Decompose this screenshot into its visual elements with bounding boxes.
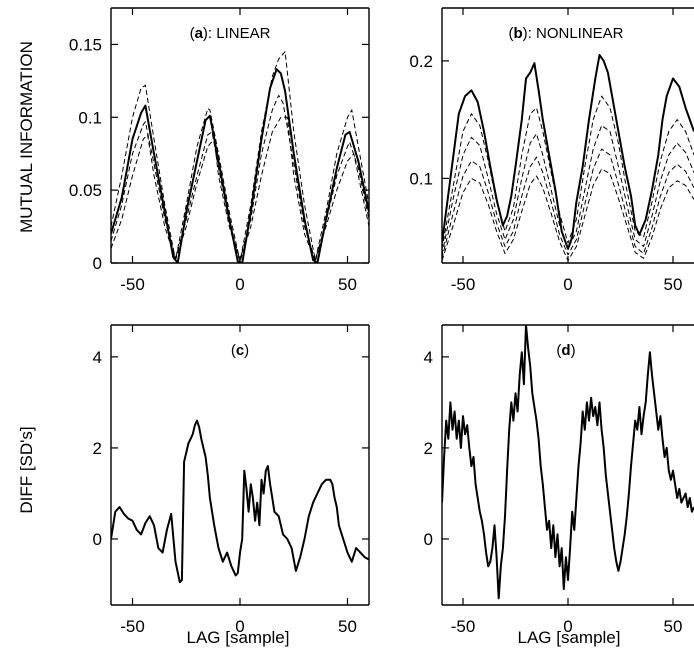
y-tick-label: 0.1	[409, 169, 433, 188]
x-axis-title-right: LAG [sample]	[518, 628, 621, 647]
y-tick-label: 0.1	[78, 108, 102, 127]
series-line-2	[111, 51, 369, 262]
y-tick-label: 0.2	[409, 52, 433, 71]
x-tick-label: 50	[338, 617, 357, 636]
x-tick-label: -50	[120, 617, 145, 636]
x-tick-label: 50	[664, 617, 683, 636]
y-tick-label: 4	[424, 348, 433, 367]
y-tick-label: 2	[424, 439, 433, 458]
panel-c: -50 0 50 0 2 4 (c)	[93, 324, 370, 636]
x-tick-label: 0	[235, 617, 244, 636]
y-tick-label: 0	[93, 530, 102, 549]
y-tick-label: 0	[424, 530, 433, 549]
panel-label-close: )	[523, 25, 528, 42]
panel-label: (a): LINEAR	[190, 25, 271, 42]
panel-label-close: )	[571, 342, 576, 359]
series-line-1	[442, 54, 694, 250]
panel-label-letter: c	[236, 342, 244, 359]
panel-label-letter: a	[195, 25, 204, 42]
series-line-3	[442, 125, 694, 255]
x-tick-label: 50	[338, 275, 357, 294]
x-axis-title-left: LAG [sample]	[187, 628, 290, 647]
x-tick-label: 0	[235, 275, 244, 294]
series-line-1	[111, 419, 369, 584]
series-line-2	[442, 95, 694, 249]
panel-label-open: (	[231, 342, 236, 359]
y-tick-label: 0.05	[69, 181, 102, 200]
panel-label-letter: d	[561, 342, 570, 359]
y-tick-label: 0.15	[69, 35, 102, 54]
y-axis-title-bottom: DIFF [SD's]	[17, 426, 36, 513]
y-tick-label: 4	[93, 348, 102, 367]
panel-label-open: (	[190, 25, 195, 42]
x-tick-label: 50	[664, 275, 683, 294]
x-tick-label: -50	[451, 617, 476, 636]
panel-label: (d)	[556, 342, 575, 359]
panel-a: -50 0 50 0 0.05 0.1 0.15 (a): LINEAR	[69, 7, 370, 294]
x-tick-label: -50	[451, 275, 476, 294]
panel-label-open: (	[508, 25, 513, 42]
series-line-1	[442, 325, 694, 600]
series-line-3	[111, 94, 369, 261]
series-line-4	[442, 148, 694, 259]
series-line-1	[111, 68, 369, 263]
x-tick-label: -50	[120, 275, 145, 294]
panel-label: (c)	[231, 342, 249, 359]
y-tick-label: 2	[93, 439, 102, 458]
panel-d: -50 0 50 0 2 4 (d)	[424, 324, 694, 636]
panel-label-close: )	[244, 342, 249, 359]
panel-b: -50 0 50 0.1 0.2 (b): NONLINEAR	[409, 7, 694, 294]
panel-label-close: )	[203, 25, 208, 42]
panel-label-text: : NONLINEAR	[528, 25, 624, 42]
series-line-4	[111, 116, 369, 262]
panel-label-letter: b	[513, 25, 522, 42]
panel-label-text: : LINEAR	[208, 25, 271, 42]
x-tick-label: 0	[563, 275, 572, 294]
series-line-5	[442, 168, 694, 262]
panel-label-open: (	[556, 342, 561, 359]
x-tick-label: 0	[563, 617, 572, 636]
panel-label: (b): NONLINEAR	[508, 25, 623, 42]
y-axis-title-top: MUTUAL INFORMATION	[17, 41, 36, 233]
y-tick-label: 0	[93, 254, 102, 273]
